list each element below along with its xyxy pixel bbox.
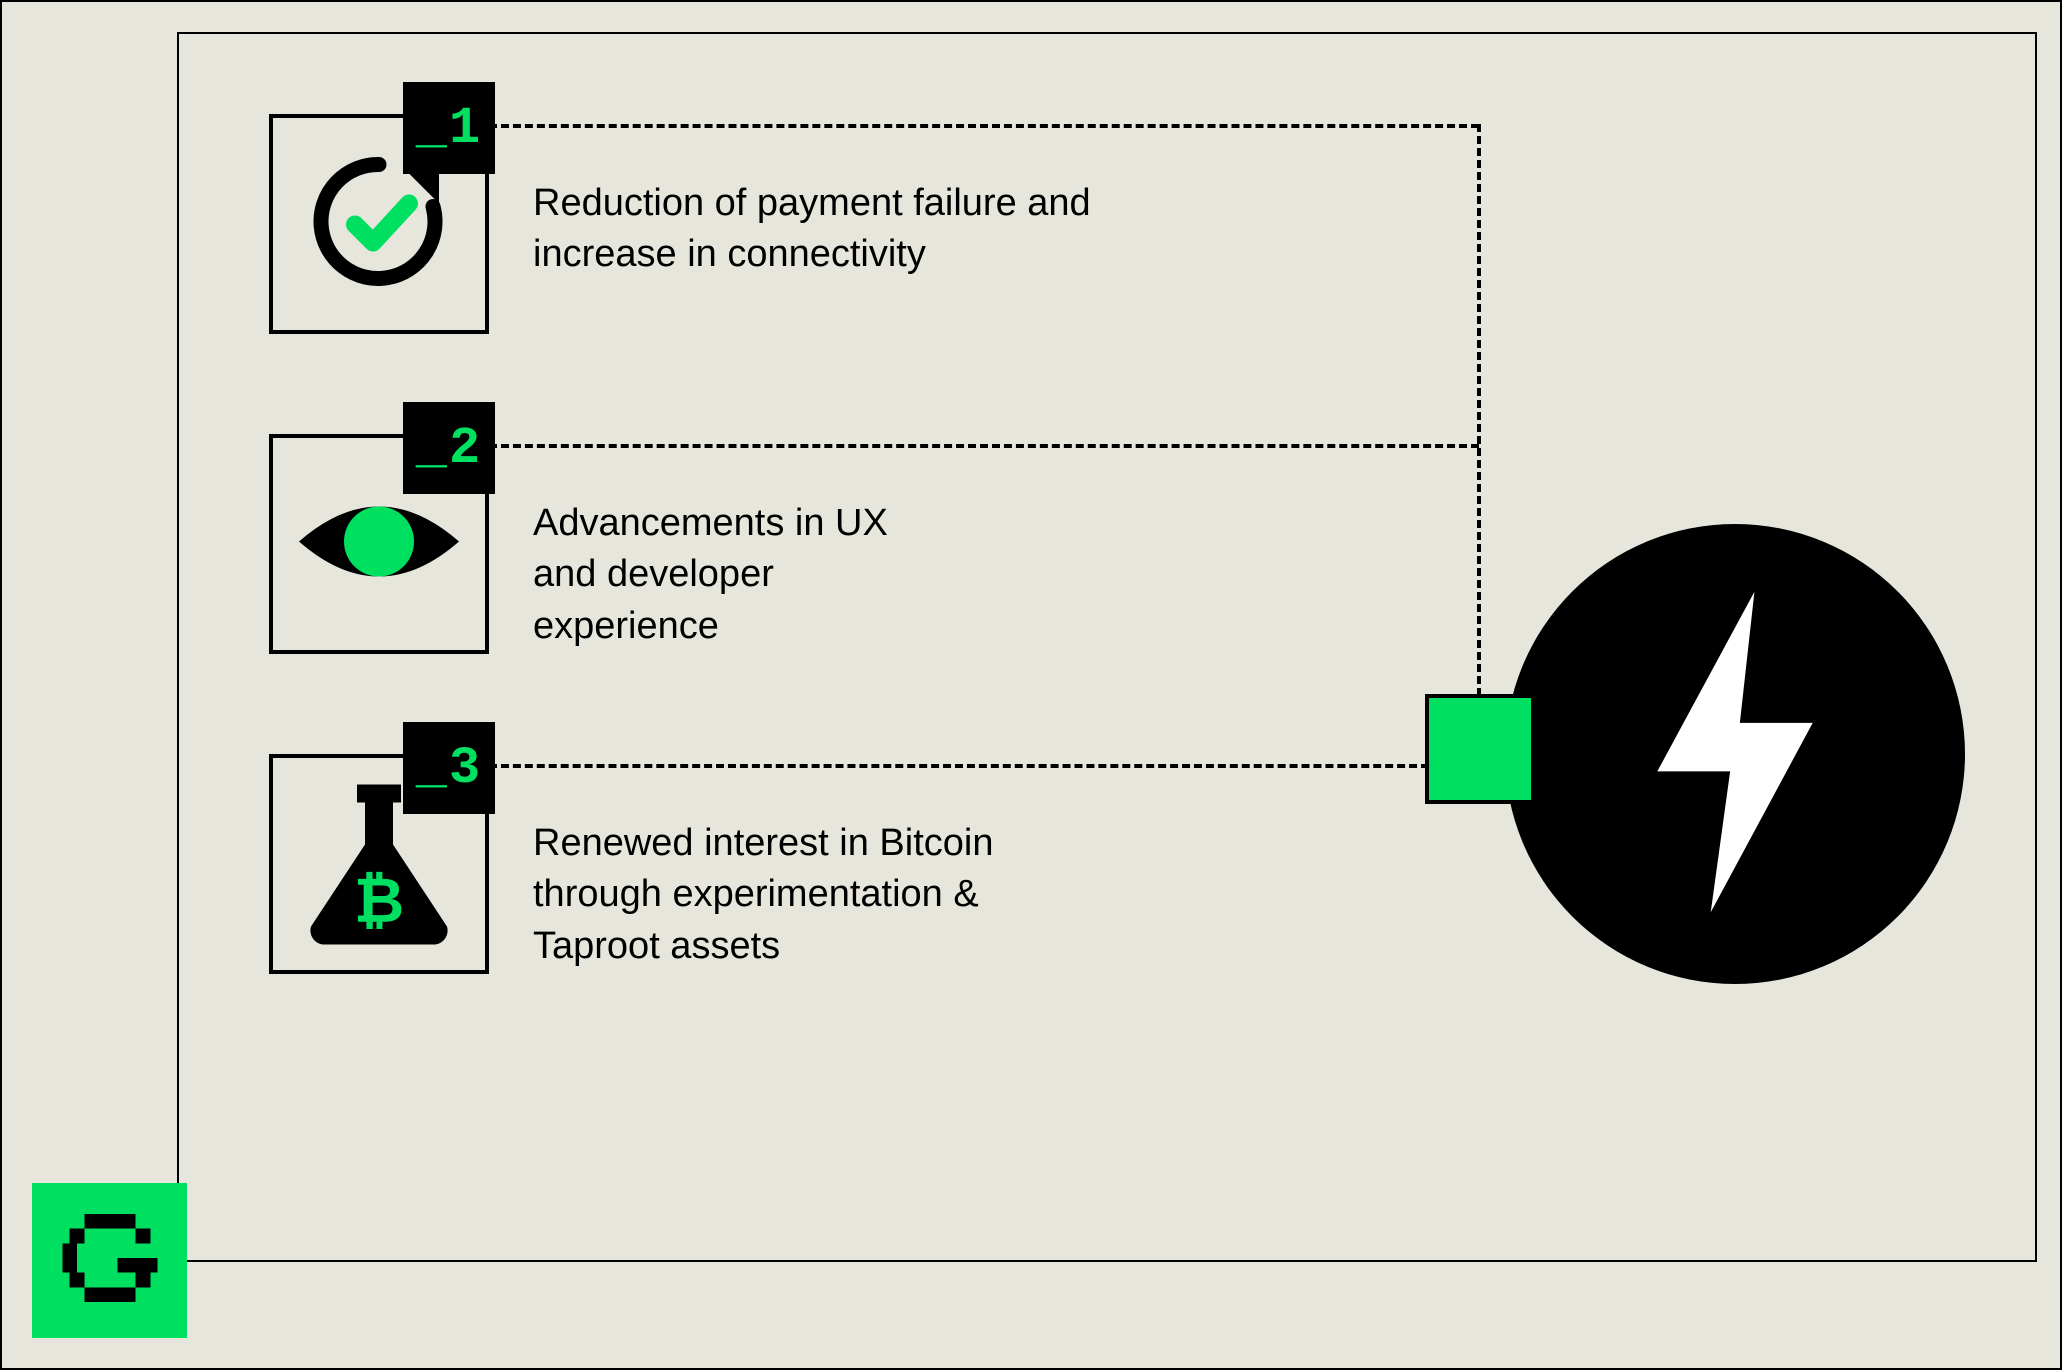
eye-icon bbox=[294, 482, 464, 607]
svg-text:₿: ₿ bbox=[354, 867, 405, 936]
item-text-1: Reduction of payment failure and increas… bbox=[533, 178, 1093, 281]
item-badge-1: _1 bbox=[403, 82, 495, 174]
connector-3-horizontal bbox=[489, 764, 1429, 768]
lightning-bolt-icon bbox=[1605, 582, 1865, 927]
item-box-3: ₿ _3 Renewed interest in Bitcoin through… bbox=[269, 754, 489, 974]
item-text-2: Advancements in UX and developer experie… bbox=[533, 498, 933, 652]
item-badge-2: _2 bbox=[403, 402, 495, 494]
hub-green-square bbox=[1425, 694, 1535, 804]
brand-logo-icon bbox=[55, 1203, 165, 1318]
connector-vertical bbox=[1477, 124, 1481, 744]
outer-frame: _1 Reduction of payment failure and incr… bbox=[0, 0, 2062, 1370]
item-text-3: Renewed interest in Bitcoin through expe… bbox=[533, 818, 1093, 972]
item-box-1: _1 Reduction of payment failure and incr… bbox=[269, 114, 489, 334]
inner-frame: _1 Reduction of payment failure and incr… bbox=[177, 32, 2037, 1262]
brand-logo bbox=[32, 1183, 187, 1338]
item-box-2: _2 Advancements in UX and developer expe… bbox=[269, 434, 489, 654]
item-badge-3: _3 bbox=[403, 722, 495, 814]
lightning-hub bbox=[1505, 524, 1965, 984]
connector-2-horizontal bbox=[489, 444, 1479, 448]
connector-1-horizontal bbox=[489, 124, 1479, 128]
